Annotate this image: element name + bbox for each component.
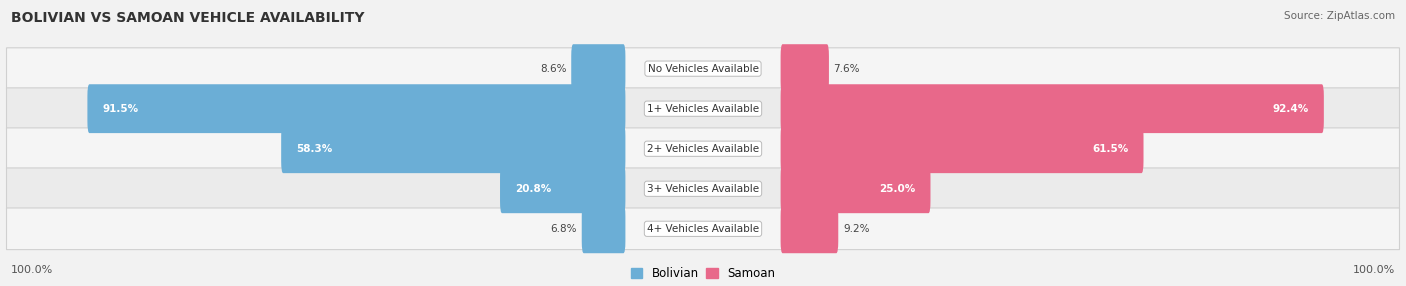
FancyBboxPatch shape bbox=[582, 204, 626, 253]
Text: 6.8%: 6.8% bbox=[551, 224, 576, 234]
Text: 3+ Vehicles Available: 3+ Vehicles Available bbox=[647, 184, 759, 194]
Text: 20.8%: 20.8% bbox=[515, 184, 551, 194]
Text: 8.6%: 8.6% bbox=[540, 64, 567, 74]
FancyBboxPatch shape bbox=[501, 164, 626, 213]
FancyBboxPatch shape bbox=[7, 48, 1399, 90]
Text: 92.4%: 92.4% bbox=[1272, 104, 1309, 114]
Text: 7.6%: 7.6% bbox=[834, 64, 860, 74]
Text: BOLIVIAN VS SAMOAN VEHICLE AVAILABILITY: BOLIVIAN VS SAMOAN VEHICLE AVAILABILITY bbox=[11, 11, 364, 25]
Text: 1+ Vehicles Available: 1+ Vehicles Available bbox=[647, 104, 759, 114]
Legend: Bolivian, Samoan: Bolivian, Samoan bbox=[631, 267, 775, 280]
FancyBboxPatch shape bbox=[780, 84, 1324, 133]
Text: 61.5%: 61.5% bbox=[1092, 144, 1128, 154]
FancyBboxPatch shape bbox=[7, 208, 1399, 250]
Text: 9.2%: 9.2% bbox=[844, 224, 869, 234]
Text: No Vehicles Available: No Vehicles Available bbox=[648, 64, 758, 74]
Text: 4+ Vehicles Available: 4+ Vehicles Available bbox=[647, 224, 759, 234]
FancyBboxPatch shape bbox=[780, 44, 830, 93]
FancyBboxPatch shape bbox=[87, 84, 626, 133]
FancyBboxPatch shape bbox=[7, 128, 1399, 170]
Text: 100.0%: 100.0% bbox=[11, 265, 53, 275]
FancyBboxPatch shape bbox=[7, 168, 1399, 210]
FancyBboxPatch shape bbox=[281, 124, 626, 173]
FancyBboxPatch shape bbox=[571, 44, 626, 93]
FancyBboxPatch shape bbox=[7, 88, 1399, 130]
Text: 2+ Vehicles Available: 2+ Vehicles Available bbox=[647, 144, 759, 154]
FancyBboxPatch shape bbox=[780, 204, 838, 253]
FancyBboxPatch shape bbox=[780, 124, 1143, 173]
Text: Source: ZipAtlas.com: Source: ZipAtlas.com bbox=[1284, 11, 1395, 21]
FancyBboxPatch shape bbox=[780, 164, 931, 213]
Text: 100.0%: 100.0% bbox=[1353, 265, 1395, 275]
Text: 58.3%: 58.3% bbox=[297, 144, 333, 154]
Text: 91.5%: 91.5% bbox=[103, 104, 139, 114]
Text: 25.0%: 25.0% bbox=[879, 184, 915, 194]
